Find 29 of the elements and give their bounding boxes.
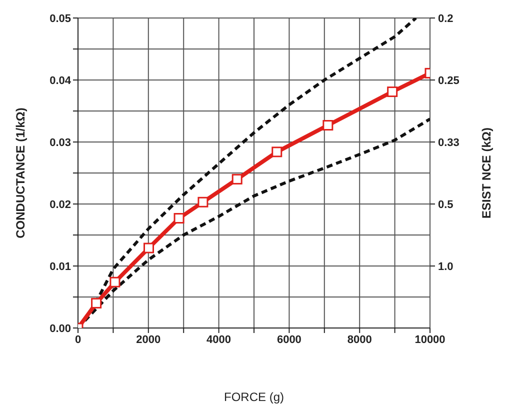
y-tick-label: 0.00 (50, 322, 71, 335)
y2-axis-title: ESIST NCE (kΩ) (479, 128, 494, 218)
point (91, 298, 102, 308)
text: 0.2 (438, 12, 454, 25)
point (198, 196, 208, 208)
text: 0.5 (438, 198, 454, 211)
x-tick-label: 0 (74, 334, 82, 346)
y-tick-label: 0.05 (50, 12, 71, 25)
y-tick-label: 0.04 (50, 74, 72, 87)
point (387, 86, 398, 98)
text: 0.25 (438, 74, 460, 87)
point (174, 213, 184, 224)
y-tick-label: 0.02 (50, 198, 71, 211)
point (232, 174, 242, 184)
point (272, 146, 282, 158)
y-axis-title: CONDUCTANCE (1/kΩ) (13, 108, 28, 238)
text: 1.0 (438, 260, 454, 273)
x-axis-title: FORCE (g) (224, 390, 284, 404)
x-tick-label: 10000 (414, 334, 446, 346)
point (110, 276, 120, 288)
text: 0.33 (438, 136, 460, 149)
point (144, 242, 154, 254)
x-tick-label: 6000 (276, 334, 302, 346)
y-tick-label: 0.01 (50, 260, 71, 273)
x-tick-label: 8000 (347, 334, 372, 346)
point (322, 120, 334, 131)
y-tick-label: 0.03 (50, 136, 71, 149)
x-tick-label: 4000 (206, 334, 232, 346)
x-tick-label: 2000 (136, 334, 161, 346)
